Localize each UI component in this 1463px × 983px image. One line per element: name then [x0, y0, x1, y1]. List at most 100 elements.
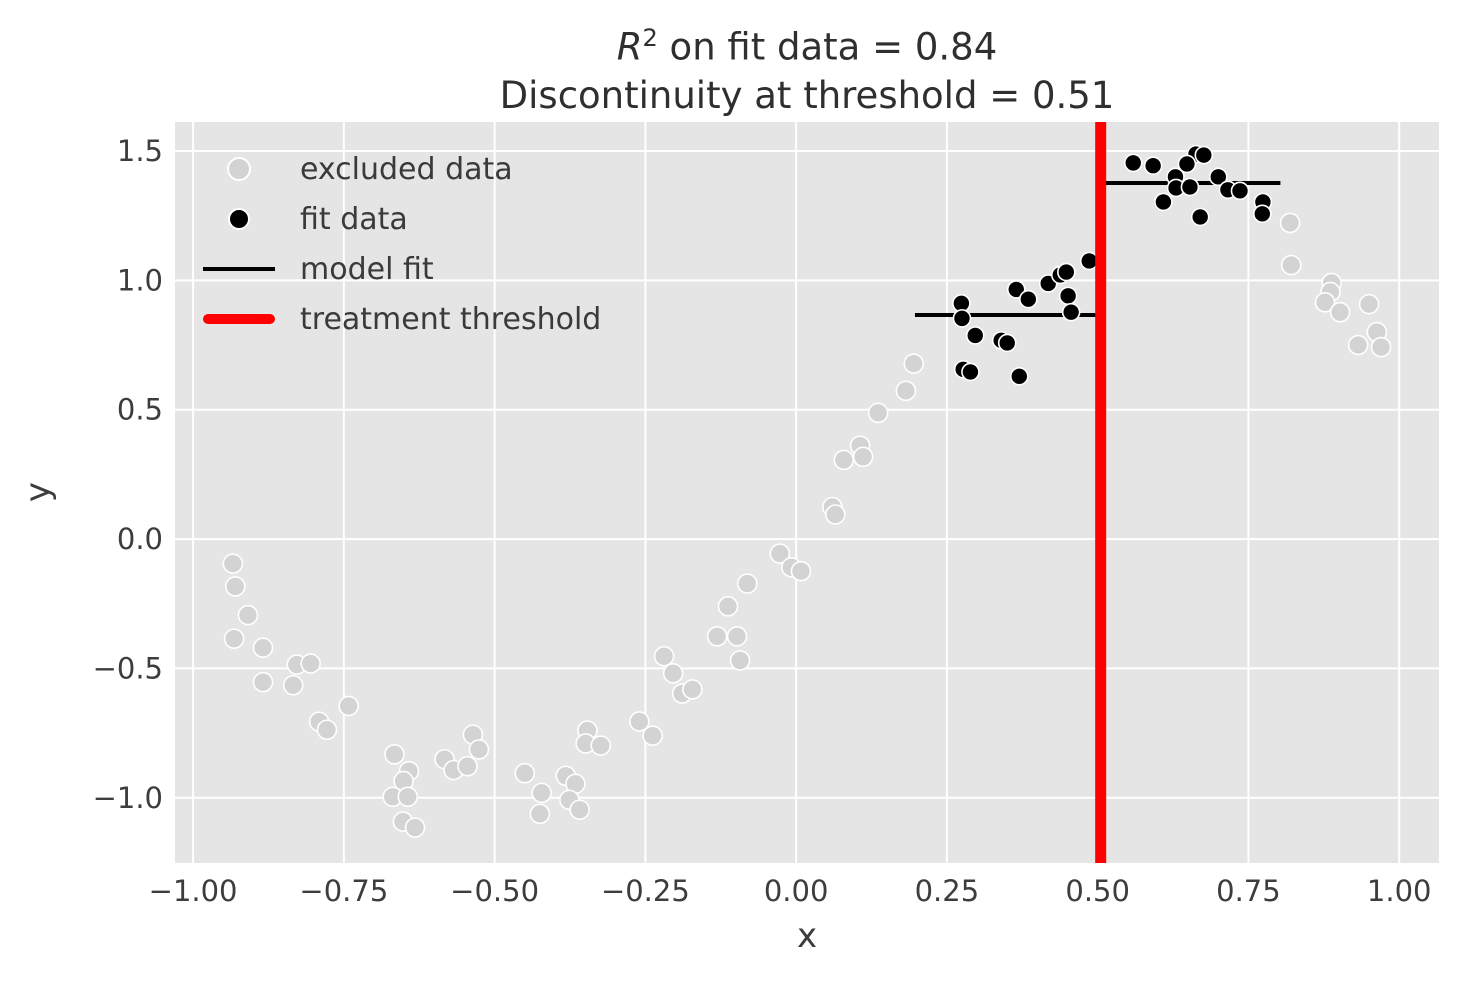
chart-title: R2 on fit data = 0.84 Discontinuity at t…	[175, 14, 1439, 120]
excluded-data-point	[1347, 334, 1369, 356]
fit-data-point	[1009, 367, 1029, 386]
title-exponent: 2	[642, 24, 658, 52]
legend-item-fit-data: fit data	[203, 194, 601, 244]
chart-title-line1: R2 on fit data = 0.84	[175, 14, 1439, 71]
title-r-symbol: R	[616, 25, 643, 69]
model-fit-marker-icon	[203, 267, 275, 271]
legend-item-excluded-data: excluded data	[203, 144, 601, 194]
x-tick-label: 0.50	[1065, 874, 1130, 908]
x-tick-label: 0.75	[1216, 874, 1281, 908]
excluded-data-point	[825, 504, 846, 525]
x-tick-label: −0.50	[450, 874, 539, 908]
excluded-data-point	[338, 695, 359, 717]
excluded-data-point	[514, 762, 536, 784]
fit-data-point	[1253, 204, 1272, 224]
excluded-data-point	[1358, 293, 1380, 315]
legend: excluded data fit data model fit treatme…	[203, 144, 601, 344]
fit-data-point	[1019, 289, 1038, 309]
excluded-data-point	[529, 803, 551, 825]
legend-label-treatment-threshold: treatment threshold	[300, 301, 602, 337]
excluded-data-point	[1314, 292, 1336, 313]
excluded-data-point	[662, 663, 684, 684]
fit-data-marker-icon	[228, 208, 250, 230]
excluded-data-series	[222, 212, 1392, 838]
excluded-data-point	[237, 604, 259, 626]
title-line1-text: on fit data = 0.84	[657, 25, 998, 69]
excluded-data-point	[895, 380, 917, 402]
excluded-data-point	[590, 735, 612, 756]
fit-data-point	[1123, 153, 1143, 173]
excluded-data-point	[531, 782, 552, 804]
excluded-data-point	[225, 576, 246, 597]
excluded-data-point	[397, 786, 419, 808]
excluded-data-point	[736, 573, 758, 594]
fit-data-point	[1177, 154, 1197, 174]
x-axis-label: x	[796, 916, 818, 956]
fit-data-point	[1143, 156, 1163, 176]
y-axis-label: y	[18, 481, 58, 503]
fit-data-point	[1079, 251, 1099, 271]
excluded-data-point	[682, 679, 703, 700]
excluded-data-point	[769, 543, 791, 564]
fit-data-point	[1006, 280, 1026, 299]
excluded-data-point	[1329, 301, 1351, 323]
chart-title-line2: Discontinuity at threshold = 0.51	[499, 74, 1115, 118]
grid	[175, 122, 1439, 863]
legend-label-fit-data: fit data	[300, 201, 408, 237]
legend-label-model-fit: model fit	[300, 251, 434, 287]
excluded-data-point	[223, 628, 245, 649]
excluded-data-point	[706, 626, 728, 647]
excluded-data-point	[222, 553, 244, 574]
fit-data-point	[961, 362, 980, 382]
excluded-data-point	[653, 645, 675, 667]
fit-data-point	[1194, 145, 1214, 165]
treatment-threshold-marker-icon	[203, 314, 275, 324]
excluded-data-point	[852, 446, 874, 468]
excluded-data-point	[790, 560, 812, 582]
excluded-data-point	[867, 402, 889, 424]
excluded-data-point	[629, 711, 650, 732]
legend-item-treatment-threshold: treatment threshold	[203, 294, 601, 344]
excluded-data-point	[404, 817, 426, 838]
x-tick-label: 0.00	[764, 874, 829, 908]
fit-data-point	[965, 326, 985, 345]
x-tick-label: 0.25	[915, 874, 980, 908]
legend-item-model-fit: model fit	[203, 244, 601, 294]
excluded-data-point	[833, 449, 855, 471]
excluded-data-point	[717, 596, 739, 617]
excluded-data-point	[384, 744, 405, 765]
excluded-data-point	[457, 755, 478, 777]
excluded-data-point	[903, 353, 925, 374]
excluded-data-marker-icon	[227, 157, 251, 181]
fit-data-point	[952, 309, 972, 328]
excluded-data-point	[468, 739, 490, 760]
x-tick-label: −0.25	[601, 874, 690, 908]
x-tick-label: 1.00	[1367, 874, 1432, 908]
excluded-data-point	[252, 671, 274, 693]
axes-background	[175, 122, 1439, 863]
fit-data-point	[1230, 181, 1250, 201]
excluded-data-point	[726, 626, 748, 647]
excluded-data-point	[282, 674, 304, 696]
x-tick-label: −1.00	[149, 874, 238, 908]
fit-data-point	[1061, 302, 1081, 322]
fit-data-point	[1208, 167, 1228, 187]
y-tick-labels: 1.5 1.0 0.5 0.0 −0.5 −1.0	[93, 134, 163, 815]
fit-data-point	[1190, 207, 1210, 227]
excluded-data-point	[729, 650, 751, 671]
excluded-data-point	[252, 637, 274, 659]
fit-data-point	[1057, 262, 1076, 282]
x-tick-label: −0.75	[299, 874, 388, 908]
y-tick-label: −1.0	[93, 781, 163, 815]
excluded-data-point	[300, 653, 321, 674]
y-tick-label: 0.5	[117, 393, 163, 427]
fit-data-point	[1058, 286, 1078, 306]
excluded-data-point	[642, 725, 663, 747]
fit-data-point	[997, 333, 1017, 353]
y-tick-label: 0.0	[117, 522, 163, 556]
legend-label-excluded-data: excluded data	[300, 151, 513, 187]
y-tick-label: 1.5	[117, 134, 163, 168]
y-tick-label: −0.5	[93, 651, 163, 685]
